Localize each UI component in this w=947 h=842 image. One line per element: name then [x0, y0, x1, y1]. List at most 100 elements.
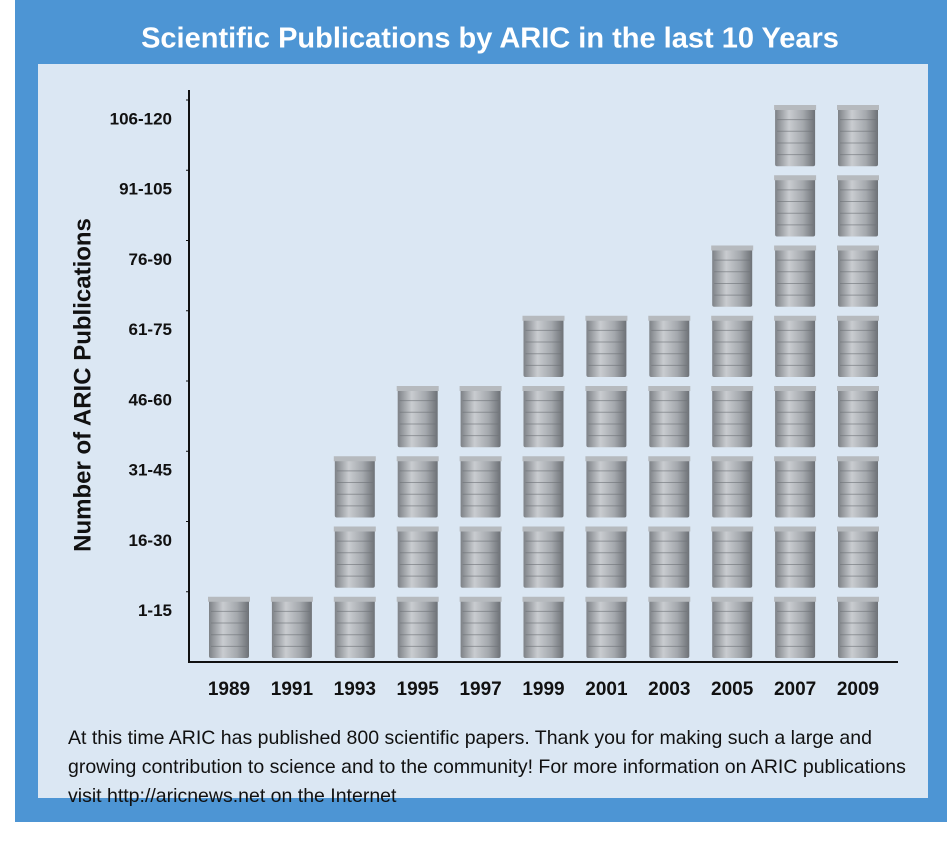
y-tick-label: 16-30 [129, 531, 172, 550]
paper-stack [838, 108, 878, 166]
stack-top [648, 456, 690, 461]
paper-stack [775, 108, 815, 166]
stack-top [460, 527, 502, 532]
stack-top [271, 597, 313, 602]
x-tick-label: 2007 [774, 679, 816, 700]
paper-stack [335, 600, 375, 658]
stack-top [711, 527, 753, 532]
stack-top [460, 456, 502, 461]
stack-top [648, 597, 690, 602]
x-tick-label: 1999 [522, 679, 564, 700]
stack-bar [648, 316, 690, 658]
stack-top [397, 456, 439, 461]
y-tick-label: 91-105 [119, 180, 172, 199]
x-tick-label: 1993 [334, 679, 376, 700]
paper-stack [461, 530, 501, 588]
paper-stack [649, 459, 689, 517]
paper-stack [524, 600, 564, 658]
chart: Scientific Publications by ARIC in the l… [0, 0, 947, 842]
stack-top [585, 456, 627, 461]
chart-title: Scientific Publications by ARIC in the l… [141, 23, 839, 55]
paper-stack [586, 530, 626, 588]
paper-stack [335, 459, 375, 517]
paper-stack [775, 600, 815, 658]
stack-top [774, 597, 816, 602]
paper-stack [712, 600, 752, 658]
paper-stack [586, 319, 626, 377]
stack-top [334, 456, 376, 461]
paper-stack [838, 459, 878, 517]
x-tick-label: 2009 [837, 679, 879, 700]
stack-top [585, 527, 627, 532]
paper-stack [586, 459, 626, 517]
stack-top [837, 316, 879, 321]
paper-stack [838, 600, 878, 658]
x-tick-label: 1989 [208, 679, 250, 700]
paper-stack [838, 389, 878, 447]
stack-bar [523, 316, 565, 658]
stack-top [523, 456, 565, 461]
paper-stack [398, 600, 438, 658]
stack-bar [585, 316, 627, 658]
stack-top [208, 597, 250, 602]
paper-stack [461, 459, 501, 517]
paper-stack [775, 319, 815, 377]
y-tick-label: 106-120 [110, 109, 172, 128]
paper-stack [335, 530, 375, 588]
y-tick-label: 76-90 [129, 250, 172, 269]
stack-top [397, 386, 439, 391]
stack-top [711, 456, 753, 461]
y-axis-label: Number of ARIC Publications [69, 218, 96, 552]
paper-stack [838, 319, 878, 377]
stack-top [837, 386, 879, 391]
stack-top [648, 386, 690, 391]
paper-stack [398, 530, 438, 588]
stack-top [711, 597, 753, 602]
stack-top [460, 597, 502, 602]
x-tick-label: 1991 [271, 679, 314, 700]
paper-stack [398, 459, 438, 517]
stack-top [648, 527, 690, 532]
stack-top [648, 316, 690, 321]
x-tick-label: 2001 [585, 679, 628, 700]
paper-stack [838, 249, 878, 307]
stack-top [774, 456, 816, 461]
stack-bar [334, 456, 376, 658]
paper-stack [524, 319, 564, 377]
paper-stack [461, 600, 501, 658]
y-tick-label: 31-45 [129, 461, 172, 480]
stack-top [523, 527, 565, 532]
stack-top [711, 316, 753, 321]
y-tick-label: 1-15 [138, 601, 172, 620]
stack-top [585, 386, 627, 391]
stack-top [837, 175, 879, 180]
paper-stack [775, 389, 815, 447]
page: Scientific Publications by ARIC in the l… [0, 0, 947, 842]
stack-top [711, 246, 753, 251]
stack-top [523, 386, 565, 391]
stack-top [397, 527, 439, 532]
paper-stack [398, 389, 438, 447]
y-tick-label: 46-60 [129, 390, 172, 409]
paper-stack [775, 249, 815, 307]
stack-top [774, 105, 816, 110]
stack-top [774, 527, 816, 532]
paper-stack [712, 459, 752, 517]
stack-top [837, 597, 879, 602]
stack-top [837, 246, 879, 251]
paper-stack [649, 530, 689, 588]
paper-stack [272, 600, 312, 658]
stack-top [774, 175, 816, 180]
stack-top [837, 105, 879, 110]
paper-stack [586, 389, 626, 447]
stack-top [334, 527, 376, 532]
stack-top [523, 597, 565, 602]
x-tick-label: 1995 [397, 679, 440, 700]
stack-top [837, 527, 879, 532]
paper-stack [838, 178, 878, 236]
stack-top [774, 246, 816, 251]
paper-stack [649, 389, 689, 447]
stack-top [334, 597, 376, 602]
paper-stack [524, 530, 564, 588]
stack-bar [271, 597, 313, 658]
